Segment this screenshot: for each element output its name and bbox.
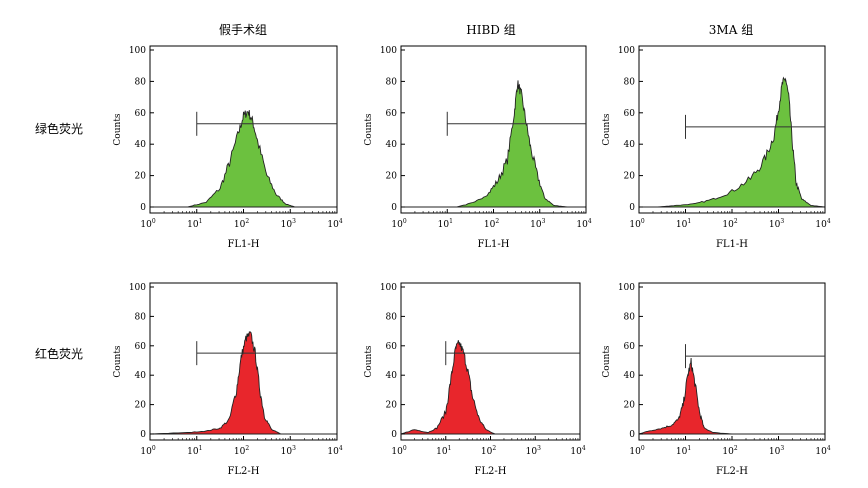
x-tick-label: 102 [722, 218, 737, 230]
y-tick-label: 80 [135, 312, 147, 322]
x-tick-label: 104 [576, 218, 591, 230]
x-tick-label: 100 [391, 445, 406, 457]
x-tick-label: 100 [140, 445, 155, 457]
x-tick-label: 102 [481, 445, 496, 457]
x-axis-label: FL2-H [227, 466, 259, 477]
x-tick-label: 101 [676, 445, 691, 457]
y-tick-label: 0 [629, 430, 635, 440]
y-tick-label: 60 [624, 342, 636, 352]
row-label-green: 绿色荧光 [35, 121, 83, 136]
y-tick-label: 100 [129, 46, 146, 56]
x-tick-label: 100 [140, 218, 155, 230]
column-title-sham: 假手术组 [219, 23, 267, 37]
y-tick-label: 20 [135, 172, 147, 182]
y-tick-label: 40 [135, 371, 147, 381]
x-tick-label: 101 [187, 218, 202, 230]
column-title-3ma: 3MA 组 [709, 23, 753, 37]
x-tick-label: 101 [436, 445, 451, 457]
x-tick-label: 103 [530, 218, 545, 230]
y-tick-label: 40 [135, 140, 147, 150]
histogram-area [639, 76, 826, 208]
histogram-panel-3ma-green: 0 20 40 60 80 100 100 101 102 103 104 FL1-H Counts [602, 45, 831, 250]
x-tick-label: 103 [769, 218, 784, 230]
y-tick-label: 80 [624, 312, 636, 322]
y-tick-label: 40 [624, 140, 636, 150]
y-tick-label: 100 [618, 46, 635, 56]
histogram-area [149, 331, 337, 435]
y-tick-label: 0 [391, 430, 397, 440]
y-tick-label: 80 [386, 312, 398, 322]
y-tick-label: 20 [135, 401, 147, 411]
y-tick-label: 80 [386, 77, 398, 87]
x-tick-label: 103 [281, 445, 296, 457]
x-axis-label: FL1-H [227, 239, 259, 250]
x-axis-label: FL2-H [474, 466, 506, 477]
y-tick-label: 20 [386, 401, 398, 411]
histogram-panels: 0 20 40 60 80 100 100 101 102 103 104 FL1-H Counts 0 2… [113, 45, 831, 477]
x-axis-label: FL1-H [716, 239, 748, 250]
y-tick-label: 0 [391, 203, 397, 213]
x-axis-label: FL2-H [716, 466, 748, 477]
plot-frame [638, 282, 826, 441]
histogram-panel-hibd-red: 0 20 40 60 80 100 100 101 102 103 104 FL2-H Counts [364, 282, 586, 477]
x-tick-label: 100 [629, 445, 644, 457]
histogram-area [401, 80, 586, 208]
x-tick-label: 102 [234, 445, 249, 457]
y-tick-label: 60 [135, 342, 147, 352]
y-tick-label: 100 [618, 283, 635, 293]
histogram-area [400, 340, 580, 435]
x-tick-label: 104 [815, 445, 830, 457]
y-tick-label: 20 [624, 401, 636, 411]
y-tick-label: 60 [624, 109, 636, 119]
y-tick-label: 40 [386, 371, 398, 381]
y-axis-label: Counts [602, 345, 612, 378]
y-tick-label: 20 [386, 172, 398, 182]
x-tick-label: 103 [526, 445, 541, 457]
y-tick-label: 60 [135, 109, 147, 119]
histogram-area [638, 357, 825, 435]
y-tick-label: 60 [386, 109, 398, 119]
y-tick-label: 80 [624, 77, 636, 87]
y-axis-label: Counts [364, 345, 374, 378]
x-tick-label: 101 [438, 218, 453, 230]
y-axis-label: Counts [602, 113, 612, 146]
y-axis-label: Counts [113, 345, 123, 378]
x-tick-label: 102 [484, 218, 499, 230]
x-tick-label: 104 [815, 218, 830, 230]
x-tick-label: 100 [391, 218, 406, 230]
column-title-hibd: HIBD 组 [466, 23, 515, 37]
histogram-panel-sham-green: 0 20 40 60 80 100 100 101 102 103 104 FL1-H Counts [113, 45, 343, 250]
x-tick-label: 104 [327, 218, 342, 230]
y-tick-label: 60 [386, 342, 398, 352]
histogram-panel-3ma-red: 0 20 40 60 80 100 100 101 102 103 104 FL2-H Counts [602, 282, 831, 477]
y-tick-label: 80 [135, 77, 147, 87]
x-tick-label: 103 [281, 218, 296, 230]
x-tick-label: 104 [327, 445, 342, 457]
x-tick-label: 104 [570, 445, 585, 457]
y-tick-label: 0 [140, 430, 146, 440]
y-tick-label: 0 [629, 203, 635, 213]
y-tick-label: 100 [380, 46, 397, 56]
x-axis-label: FL1-H [477, 239, 509, 250]
y-tick-label: 100 [129, 283, 146, 293]
y-tick-label: 40 [624, 371, 636, 381]
y-tick-label: 100 [380, 283, 397, 293]
y-tick-label: 20 [624, 172, 636, 182]
histogram-panel-hibd-green: 0 20 40 60 80 100 100 101 102 103 104 FL1-H Counts [364, 45, 592, 250]
x-tick-label: 102 [722, 445, 737, 457]
row-label-red: 红色荧光 [35, 346, 83, 361]
x-tick-label: 103 [769, 445, 784, 457]
y-axis-label: Counts [364, 113, 374, 146]
y-axis-label: Counts [113, 113, 123, 146]
x-tick-label: 100 [629, 218, 644, 230]
plot-frame [400, 282, 581, 441]
x-tick-label: 102 [234, 218, 249, 230]
y-tick-label: 40 [386, 140, 398, 150]
histogram-area [150, 110, 337, 208]
x-tick-label: 101 [676, 218, 691, 230]
x-tick-label: 101 [187, 445, 202, 457]
y-tick-label: 0 [140, 203, 146, 213]
histogram-panel-sham-red: 0 20 40 60 80 100 100 101 102 103 104 FL2-H Counts [113, 282, 343, 477]
